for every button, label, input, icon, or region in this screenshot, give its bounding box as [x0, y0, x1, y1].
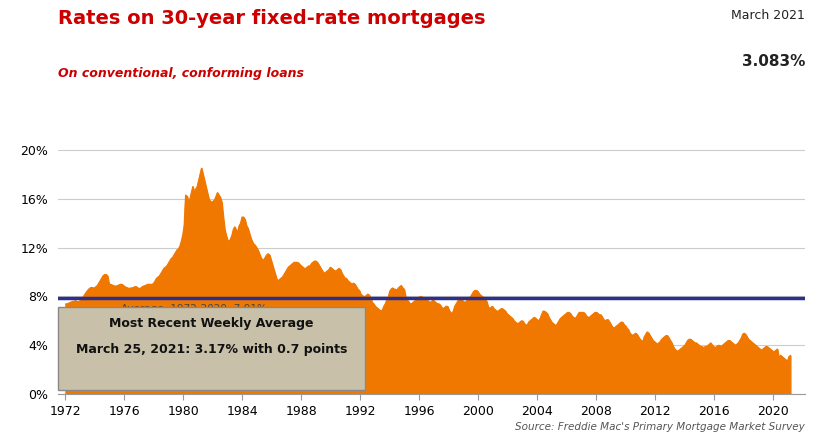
Text: Source: Freddie Mac's Primary Mortgage Market Survey: Source: Freddie Mac's Primary Mortgage M…: [515, 422, 805, 432]
Text: March 25, 2021: 3.17% with 0.7 points: March 25, 2021: 3.17% with 0.7 points: [76, 343, 347, 356]
Text: Most Recent Weekly Average: Most Recent Weekly Average: [110, 317, 314, 330]
Text: 3.083%: 3.083%: [742, 54, 805, 69]
Text: March 2021: March 2021: [731, 9, 805, 22]
Text: Rates on 30-year fixed-rate mortgages: Rates on 30-year fixed-rate mortgages: [58, 9, 486, 28]
Text: On conventional, conforming loans: On conventional, conforming loans: [58, 67, 304, 80]
Text: Average, 1972-2020: 7.91%: Average, 1972-2020: 7.91%: [121, 304, 267, 314]
